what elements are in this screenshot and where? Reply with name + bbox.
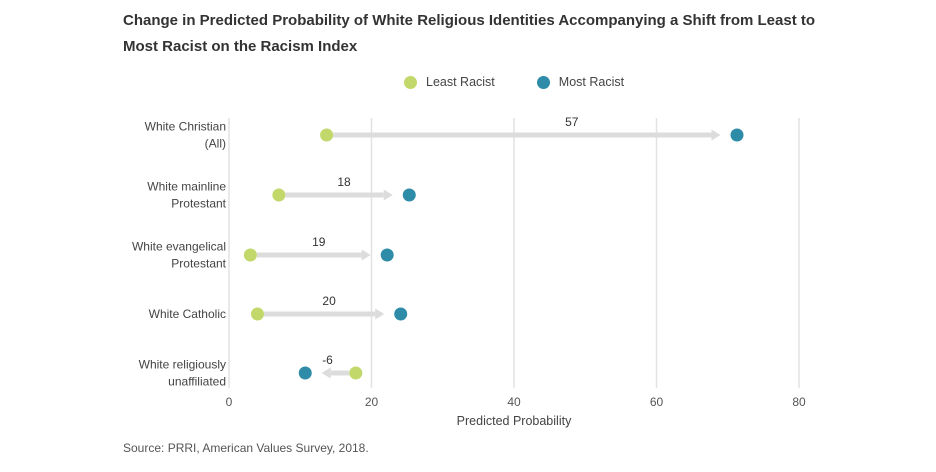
x-tick-label: 80 xyxy=(792,395,806,409)
category-label: White religiously unaffiliated xyxy=(139,358,226,389)
change-value-label: 57 xyxy=(565,115,579,129)
x-tick-label: 20 xyxy=(365,395,379,409)
x-tick-label: 60 xyxy=(650,395,664,409)
change-arrow-head xyxy=(361,249,371,261)
change-arrow-head xyxy=(375,308,385,320)
point-least-racist xyxy=(272,188,286,202)
change-value-label: 20 xyxy=(322,294,336,308)
category-label: White Catholic xyxy=(149,307,226,321)
point-least-racist xyxy=(349,366,363,380)
change-value-label: 19 xyxy=(312,235,326,249)
point-most-racist xyxy=(380,248,394,262)
point-most-racist xyxy=(394,307,408,321)
legend-label-most-racist: Most Racist xyxy=(558,75,625,89)
category-label: White evangelical Protestant xyxy=(132,240,227,271)
change-arrow-head xyxy=(383,189,393,201)
legend-marker-least-racist xyxy=(404,75,417,89)
point-most-racist xyxy=(298,366,312,380)
chart-title: Change in Predicted Probability of White… xyxy=(123,12,816,55)
x-tick-label: 40 xyxy=(507,395,521,409)
change-arrow-head xyxy=(321,367,331,379)
legend: Least Racist Most Racist xyxy=(404,75,666,89)
point-least-racist xyxy=(243,248,257,262)
category-label: White Christian (All) xyxy=(145,120,226,151)
point-most-racist xyxy=(402,188,416,202)
legend-item-least-racist: Least Racist xyxy=(404,75,495,89)
legend-label-least-racist: Least Racist xyxy=(426,75,495,89)
x-axis-label: Predicted Probability xyxy=(457,414,572,428)
change-value-label: 18 xyxy=(337,175,351,189)
legend-marker-most-racist xyxy=(536,75,550,89)
legend-item-most-racist: Most Racist xyxy=(536,75,625,89)
x-tick-label: 0 xyxy=(226,395,233,409)
source-note: Source: PRRI, American Values Survey, 20… xyxy=(123,441,369,455)
point-most-racist xyxy=(730,128,744,142)
point-least-racist xyxy=(320,128,334,142)
change-value-label: -6 xyxy=(322,353,333,367)
change-arrow-head xyxy=(711,129,721,141)
category-label: White mainline Protestant xyxy=(147,180,226,211)
point-least-racist xyxy=(251,307,264,321)
